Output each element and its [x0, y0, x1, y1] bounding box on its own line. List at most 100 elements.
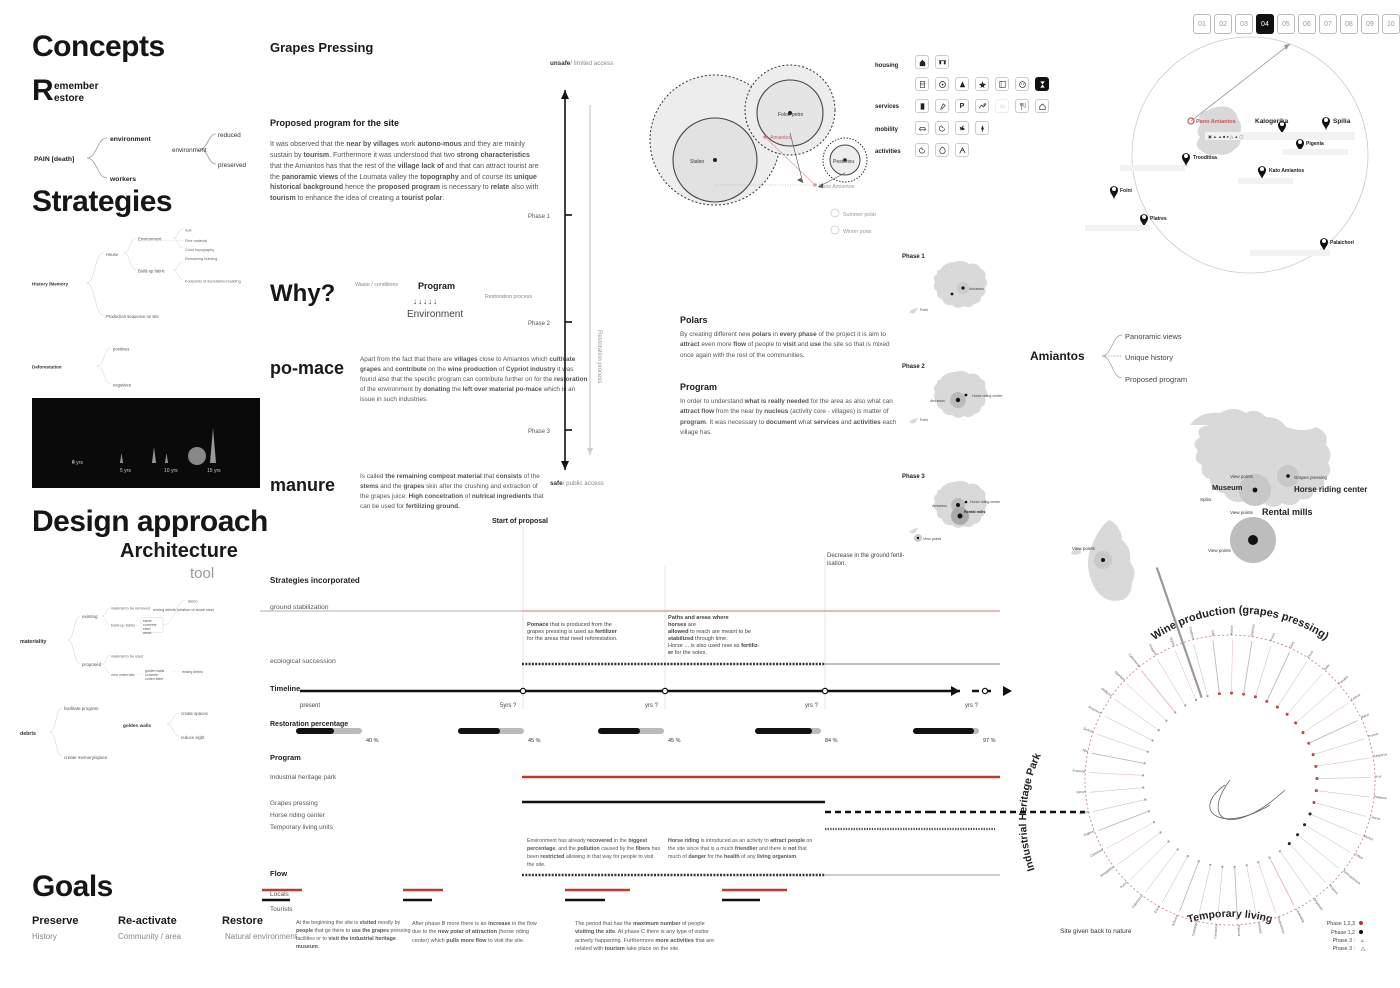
svg-text:Sarcopoterium: Sarcopoterium — [1342, 869, 1361, 886]
svg-text:for the areas that need refore: for the areas that need reforestation. — [527, 636, 618, 642]
svg-text:Genista: Genista — [1257, 922, 1263, 934]
svg-text:Foini: Foini — [1120, 188, 1133, 194]
svg-text:golden walls: golden walls — [123, 723, 152, 728]
svg-text:Spilia: Spilia — [1333, 118, 1351, 125]
svg-text:△: △ — [1361, 946, 1365, 952]
svg-text:debris: debris — [20, 731, 36, 737]
svg-text:Proposed program: Proposed program — [1125, 375, 1187, 384]
svg-text:Amiantos: Amiantos — [770, 135, 791, 141]
svg-text:Juglans: Juglans — [1083, 829, 1095, 837]
svg-text:positives: positives — [113, 347, 129, 352]
svg-text:Lavandula: Lavandula — [1295, 908, 1306, 924]
svg-text:Kato Amiantos: Kato Amiantos — [1269, 168, 1304, 174]
svg-text:Calicotome: Calicotome — [1128, 653, 1142, 668]
svg-text:Salix: Salix — [1323, 663, 1331, 671]
svg-text:Phase 3: Phase 3 — [902, 474, 925, 480]
svg-text:services: services — [875, 104, 900, 110]
svg-text:View points: View points — [1230, 474, 1254, 479]
svg-text:emember: emember — [54, 81, 99, 92]
svg-text:Summer polar: Summer polar — [843, 212, 876, 218]
svg-text:Environment: Environment — [138, 237, 162, 242]
svg-text:Fraxinus: Fraxinus — [1073, 769, 1086, 774]
svg-text:Amiantos: Amiantos — [930, 399, 945, 403]
svg-text:Pinus: Pinus — [1270, 632, 1276, 641]
svg-text:Phase 3 :: Phase 3 : — [1333, 938, 1355, 944]
svg-text:Prunus: Prunus — [1368, 732, 1379, 739]
svg-text:Phase 1: Phase 1 — [528, 214, 551, 220]
svg-text:preserved: preserved — [218, 162, 246, 169]
svg-text:Olea: Olea — [1289, 641, 1296, 649]
svg-text:create spaces: create spaces — [181, 711, 208, 716]
svg-text:safe/ public access: safe/ public access — [550, 480, 604, 487]
svg-text:Paths and areas where: Paths and areas where — [668, 615, 729, 621]
svg-text:Trooditisa: Trooditisa — [1193, 155, 1217, 161]
svg-text:Paos Amiantos: Paos Amiantos — [819, 184, 855, 190]
svg-text:Carpinus: Carpinus — [1188, 626, 1195, 640]
svg-text:Amiantos: Amiantos — [932, 504, 947, 508]
svg-text:Waste / conditions: Waste / conditions — [355, 282, 398, 288]
svg-text:Rental mills: Rental mills — [964, 510, 985, 514]
svg-text:Staleo: Staleo — [690, 159, 704, 165]
svg-text:Origanum: Origanum — [1312, 897, 1324, 911]
svg-text:↓↓↓↓↓: ↓↓↓↓↓ — [413, 297, 438, 306]
svg-text:Juniperus: Juniperus — [1373, 752, 1388, 758]
svg-text:reduced: reduced — [218, 132, 241, 139]
svg-text:Phase 1,2,3: Phase 1,2,3 — [1327, 921, 1355, 927]
svg-text:Remaining building: Remaining building — [185, 257, 217, 261]
svg-text:Acer: Acer — [1375, 774, 1383, 778]
svg-text:Vitis: Vitis — [1211, 630, 1216, 637]
svg-text:Horse riding center: Horse riding center — [970, 500, 1001, 504]
svg-text:Restoration process: Restoration process — [485, 294, 532, 300]
svg-text:Pano Amiantos: Pano Amiantos — [1196, 119, 1236, 125]
svg-text:workers: workers — [109, 176, 136, 183]
svg-text:Panoramic views: Panoramic views — [1125, 332, 1182, 341]
svg-text:Color topography: Color topography — [185, 248, 214, 252]
svg-text:Malus: Malus — [1360, 712, 1370, 719]
svg-text:Phase 2: Phase 2 — [902, 364, 925, 370]
svg-text:environment: environment — [172, 147, 207, 154]
svg-text:Unique history: Unique history — [1125, 353, 1173, 362]
svg-text:Cedrus: Cedrus — [1350, 693, 1361, 702]
svg-text:Phase 1,2: Phase 1,2 — [1331, 930, 1355, 936]
svg-text:er for the soles.: er for the soles. — [668, 650, 707, 656]
svg-text:Amiantos: Amiantos — [1030, 349, 1085, 363]
svg-text:Myrtus: Myrtus — [1363, 834, 1374, 842]
svg-text:estore: estore — [54, 93, 84, 104]
svg-text:▣ ▲ ▲ ■ ● △ ▲ ▢: ▣ ▲ ▲ ■ ● △ ▲ ▢ — [1208, 134, 1243, 139]
svg-text:grapes pressing is used as fer: grapes pressing is used as fertilizer — [527, 629, 618, 635]
svg-text:Amiantos: Amiantos — [969, 287, 984, 291]
svg-text:Production sequence on site: Production sequence on site — [106, 314, 160, 319]
svg-text:Cistus: Cistus — [1354, 852, 1364, 860]
svg-text:History /Memory: History /Memory — [32, 282, 68, 287]
svg-text:Platanus: Platanus — [1374, 795, 1388, 801]
svg-text:Rental mills: Rental mills — [1262, 507, 1313, 517]
svg-text:Rubus: Rubus — [1230, 625, 1234, 635]
svg-text:reduce sight: reduce sight — [181, 735, 205, 740]
svg-text:Pomace that is produced from t: Pomace that is produced from the — [527, 622, 612, 628]
svg-text:Footprints of demolished build: Footprints of demolished building — [185, 280, 241, 284]
svg-text:Environment: Environment — [407, 309, 463, 320]
svg-text:Museum: Museum — [1212, 483, 1243, 492]
svg-text:Rhamnus: Rhamnus — [1088, 705, 1103, 715]
svg-text:R: R — [32, 74, 54, 107]
svg-text:Grapes pressing: Grapes pressing — [1294, 475, 1328, 480]
svg-text:Phase 3 :: Phase 3 : — [1333, 946, 1355, 952]
svg-text:create memory/space: create memory/space — [64, 755, 108, 760]
svg-text:Winter polar: Winter polar — [843, 229, 872, 235]
svg-text:15 yrs: 15 yrs — [207, 468, 221, 474]
svg-text:Kalogerika: Kalogerika — [1255, 118, 1289, 125]
svg-text:Phase 2: Phase 2 — [528, 321, 551, 327]
svg-text:Rosmarinus: Rosmarinus — [1276, 916, 1286, 934]
svg-text:5 yrs: 5 yrs — [120, 468, 131, 474]
svg-text:Fine material: Fine material — [185, 239, 207, 243]
svg-text:Horse ... is also used now as: Horse ... is also used now as fertiliz- — [668, 643, 760, 649]
svg-text:View points: View points — [1072, 546, 1096, 551]
svg-text:horses are: horses are — [668, 622, 696, 628]
svg-text:Foini: Foini — [920, 418, 928, 422]
svg-text:Restoration process: Restoration process — [596, 330, 602, 383]
svg-text:Pistacia: Pistacia — [1237, 925, 1242, 937]
svg-text:Ficus: Ficus — [1306, 650, 1314, 659]
svg-text:Foini: Foini — [920, 308, 928, 312]
svg-text:Platres: Platres — [1150, 216, 1167, 222]
svg-text:mobility: mobility — [875, 127, 899, 133]
